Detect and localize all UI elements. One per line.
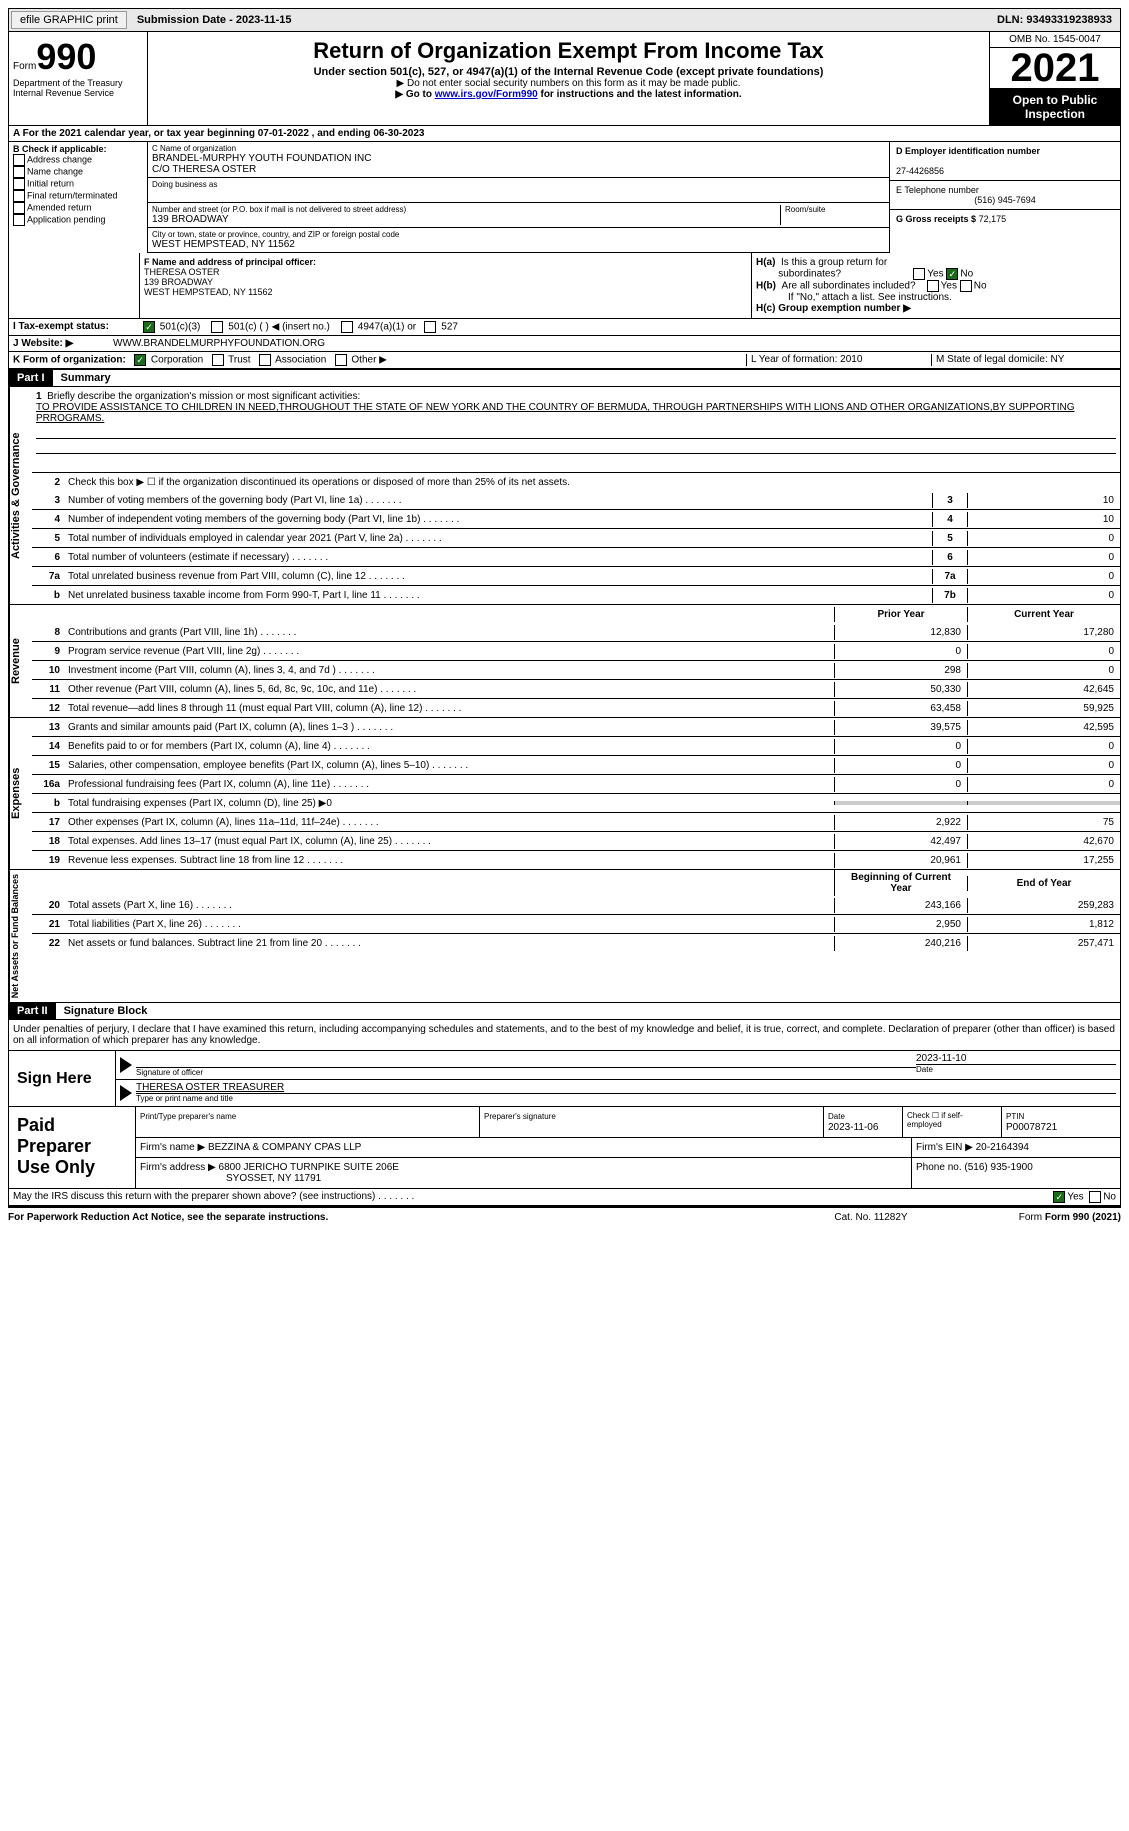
section-bcd: B Check if applicable: Address change Na… <box>8 142 1121 253</box>
note-ssn: ▶ Do not enter social security numbers o… <box>152 78 985 89</box>
table-row: 22Net assets or fund balances. Subtract … <box>32 933 1120 952</box>
table-row: 14Benefits paid to or for members (Part … <box>32 736 1120 755</box>
table-row: 10Investment income (Part VIII, column (… <box>32 660 1120 679</box>
table-row: 16aProfessional fundraising fees (Part I… <box>32 774 1120 793</box>
top-bar: efile GRAPHIC print Submission Date - 20… <box>8 8 1121 32</box>
dln: DLN: 93493319238933 <box>997 14 1120 26</box>
tax-year: 2021 <box>990 48 1120 89</box>
section-klm: K Form of organization: Corporation Trus… <box>8 352 1121 370</box>
section-i: I Tax-exempt status: 501(c)(3) 501(c) ( … <box>8 319 1121 336</box>
footer: For Paperwork Reduction Act Notice, see … <box>8 1206 1121 1227</box>
table-row: 19Revenue less expenses. Subtract line 1… <box>32 850 1120 869</box>
table-row: 8Contributions and grants (Part VIII, li… <box>32 623 1120 641</box>
arrow-icon <box>120 1085 132 1101</box>
sign-here-block: Sign Here Signature of officer 2023-11-1… <box>8 1051 1121 1107</box>
section-c: C Name of organization BRANDEL-MURPHY YO… <box>148 142 889 253</box>
table-row: 20Total assets (Part X, line 16) 243,166… <box>32 896 1120 914</box>
table-row: 11Other revenue (Part VIII, column (A), … <box>32 679 1120 698</box>
governance-block: Activities & Governance 1 Briefly descri… <box>8 387 1121 605</box>
table-row: 17Other expenses (Part IX, column (A), l… <box>32 812 1120 831</box>
part2-header: Part II Signature Block <box>8 1003 1121 1020</box>
dept-label: Department of the Treasury Internal Reve… <box>13 78 143 98</box>
website-value: WWW.BRANDELMURPHYFOUNDATION.ORG <box>113 338 325 349</box>
form-number: Form990 <box>13 36 143 78</box>
form-subtitle: Under section 501(c), 527, or 4947(a)(1)… <box>152 66 985 78</box>
table-row: 18Total expenses. Add lines 13–17 (must … <box>32 831 1120 850</box>
section-f: F Name and address of principal officer:… <box>140 253 751 318</box>
section-j: J Website: ▶ WWW.BRANDELMURPHYFOUNDATION… <box>8 336 1121 352</box>
row-a-tax-year: A For the 2021 calendar year, or tax yea… <box>8 126 1121 142</box>
table-row: 12Total revenue—add lines 8 through 11 (… <box>32 698 1120 717</box>
mission: 1 Briefly describe the organization's mi… <box>32 387 1120 472</box>
table-row: bTotal fundraising expenses (Part IX, co… <box>32 793 1120 812</box>
section-b: B Check if applicable: Address change Na… <box>9 142 148 253</box>
section-fgh: F Name and address of principal officer:… <box>8 253 1121 319</box>
open-inspection: Open to Public Inspection <box>990 89 1120 125</box>
part1-header: Part I Summary <box>8 370 1121 387</box>
note-link: ▶ Go to www.irs.gov/Form990 for instruct… <box>152 89 985 100</box>
table-row: 21Total liabilities (Part X, line 26) 2,… <box>32 914 1120 933</box>
table-row: 7aTotal unrelated business revenue from … <box>32 566 1120 585</box>
discuss-row: May the IRS discuss this return with the… <box>8 1189 1121 1206</box>
revenue-block: Revenue Prior Year Current Year 8Contrib… <box>8 605 1121 718</box>
expenses-block: Expenses 13Grants and similar amounts pa… <box>8 718 1121 870</box>
irs-link[interactable]: www.irs.gov/Form990 <box>435 89 538 100</box>
table-row: 4Number of independent voting members of… <box>32 509 1120 528</box>
declaration: Under penalties of perjury, I declare th… <box>8 1020 1121 1051</box>
table-row: 9Program service revenue (Part VIII, lin… <box>32 641 1120 660</box>
efile-print-button[interactable]: efile GRAPHIC print <box>11 11 127 29</box>
table-row: 5Total number of individuals employed in… <box>32 528 1120 547</box>
form-title: Return of Organization Exempt From Incom… <box>152 38 985 64</box>
submission-date: Submission Date - 2023-11-15 <box>129 14 300 26</box>
netassets-block: Net Assets or Fund Balances Beginning of… <box>8 870 1121 1003</box>
table-row: 3Number of voting members of the governi… <box>32 491 1120 509</box>
form-header: Form990 Department of the Treasury Inter… <box>8 32 1121 126</box>
table-row: 6Total number of volunteers (estimate if… <box>32 547 1120 566</box>
table-row: 15Salaries, other compensation, employee… <box>32 755 1120 774</box>
section-h: H(a) Is this a group return for subordin… <box>751 253 1120 318</box>
section-d: D Employer identification number27-44268… <box>889 142 1120 253</box>
table-row: bNet unrelated business taxable income f… <box>32 585 1120 604</box>
paid-preparer-block: Paid Preparer Use Only Print/Type prepar… <box>8 1107 1121 1189</box>
arrow-icon <box>120 1057 132 1073</box>
table-row: 13Grants and similar amounts paid (Part … <box>32 718 1120 736</box>
